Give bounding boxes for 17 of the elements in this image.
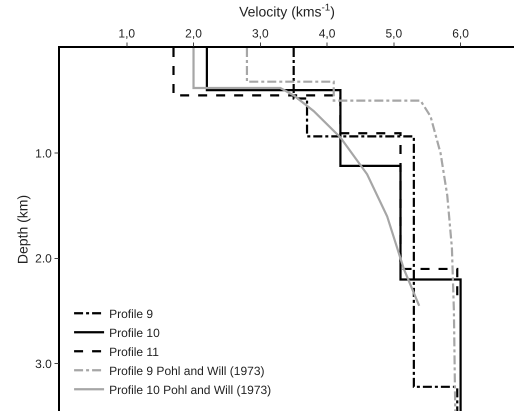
y-tick-label: 1.0 — [35, 146, 52, 160]
legend-label: Profile 9 Pohl and Will (1973) — [109, 364, 264, 378]
legend-label: Profile 11 — [109, 344, 160, 359]
legend-label: Profile 10 Pohl and Will (1973) — [109, 382, 272, 397]
legend-label: Profile 9 — [109, 306, 154, 321]
x-axis-title: Velocity (kms$^{-1}$) — [239, 2, 335, 20]
x-tick-label: 1,0 — [118, 26, 136, 40]
x-tick-label: 6,0 — [452, 26, 470, 40]
y-tick-label: 2.0 — [35, 252, 52, 266]
x-tick-label: 2,0 — [185, 26, 202, 40]
x-tick-label: 4,0 — [318, 26, 336, 40]
y-axis-title: Depth (km) — [14, 194, 30, 264]
legend-label: Profile 10 — [109, 326, 160, 340]
x-tick-label: 5,0 — [385, 26, 402, 40]
line-series — [192, 48, 420, 307]
x-tick-label: 3,0 — [252, 26, 269, 40]
y-tick-label: 3.0 — [35, 356, 52, 371]
